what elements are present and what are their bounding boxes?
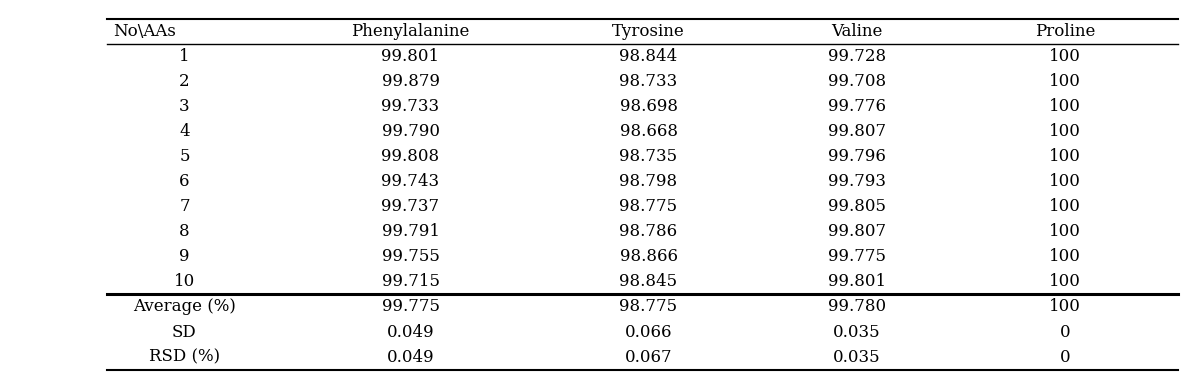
Text: 6: 6: [180, 173, 189, 190]
Text: 99.776: 99.776: [828, 98, 885, 115]
Text: 98.698: 98.698: [620, 98, 677, 115]
Text: 0.067: 0.067: [625, 349, 672, 365]
Text: Valine: Valine: [831, 23, 883, 40]
Text: 99.733: 99.733: [382, 98, 439, 115]
Text: 100: 100: [1050, 173, 1081, 190]
Text: 99.728: 99.728: [828, 48, 885, 65]
Text: 99.801: 99.801: [382, 48, 439, 65]
Text: 98.775: 98.775: [620, 199, 677, 215]
Text: 99.807: 99.807: [828, 223, 885, 240]
Text: 98.735: 98.735: [620, 148, 677, 165]
Text: 99.775: 99.775: [382, 298, 439, 315]
Text: 99.807: 99.807: [828, 123, 885, 140]
Text: 7: 7: [180, 199, 189, 215]
Text: 10: 10: [174, 274, 195, 290]
Text: Phenylalanine: Phenylalanine: [351, 23, 470, 40]
Text: 8: 8: [180, 223, 189, 240]
Text: 0.049: 0.049: [387, 349, 434, 365]
Text: 100: 100: [1050, 123, 1081, 140]
Text: 0.035: 0.035: [833, 349, 881, 365]
Text: 98.798: 98.798: [620, 173, 677, 190]
Text: 99.708: 99.708: [828, 73, 885, 90]
Text: 99.737: 99.737: [382, 199, 439, 215]
Text: 4: 4: [180, 123, 189, 140]
Text: 100: 100: [1050, 148, 1081, 165]
Text: 99.796: 99.796: [828, 148, 885, 165]
Text: 98.845: 98.845: [620, 274, 677, 290]
Text: 9: 9: [180, 248, 189, 266]
Text: 99.775: 99.775: [828, 248, 885, 266]
Text: 100: 100: [1050, 48, 1081, 65]
Text: 99.715: 99.715: [382, 274, 439, 290]
Text: 99.793: 99.793: [828, 173, 885, 190]
Text: 98.844: 98.844: [620, 48, 677, 65]
Text: 99.791: 99.791: [382, 223, 439, 240]
Text: 100: 100: [1050, 223, 1081, 240]
Text: 100: 100: [1050, 73, 1081, 90]
Text: 100: 100: [1050, 98, 1081, 115]
Text: 99.780: 99.780: [828, 298, 885, 315]
Text: SD: SD: [173, 323, 196, 341]
Text: 0.035: 0.035: [833, 323, 881, 341]
Text: 3: 3: [180, 98, 189, 115]
Text: 99.808: 99.808: [382, 148, 439, 165]
Text: 99.755: 99.755: [382, 248, 439, 266]
Text: 99.801: 99.801: [828, 274, 885, 290]
Text: 99.805: 99.805: [828, 199, 885, 215]
Text: 1: 1: [180, 48, 189, 65]
Text: 100: 100: [1050, 298, 1081, 315]
Text: 100: 100: [1050, 274, 1081, 290]
Text: 0.049: 0.049: [387, 323, 434, 341]
Text: Average (%): Average (%): [133, 298, 236, 315]
Text: 100: 100: [1050, 199, 1081, 215]
Text: 99.743: 99.743: [382, 173, 439, 190]
Text: Tyrosine: Tyrosine: [612, 23, 685, 40]
Text: 0: 0: [1060, 323, 1070, 341]
Text: 0.066: 0.066: [625, 323, 672, 341]
Text: 98.775: 98.775: [620, 298, 677, 315]
Text: 99.790: 99.790: [382, 123, 439, 140]
Text: RSD (%): RSD (%): [149, 349, 220, 365]
Text: 98.733: 98.733: [620, 73, 677, 90]
Text: 99.879: 99.879: [382, 73, 439, 90]
Text: 2: 2: [180, 73, 189, 90]
Text: 98.786: 98.786: [620, 223, 677, 240]
Text: 100: 100: [1050, 248, 1081, 266]
Text: Proline: Proline: [1035, 23, 1095, 40]
Text: 5: 5: [180, 148, 189, 165]
Text: 0: 0: [1060, 349, 1070, 365]
Text: 98.866: 98.866: [620, 248, 677, 266]
Text: No\AAs: No\AAs: [113, 23, 176, 40]
Text: 98.668: 98.668: [620, 123, 677, 140]
